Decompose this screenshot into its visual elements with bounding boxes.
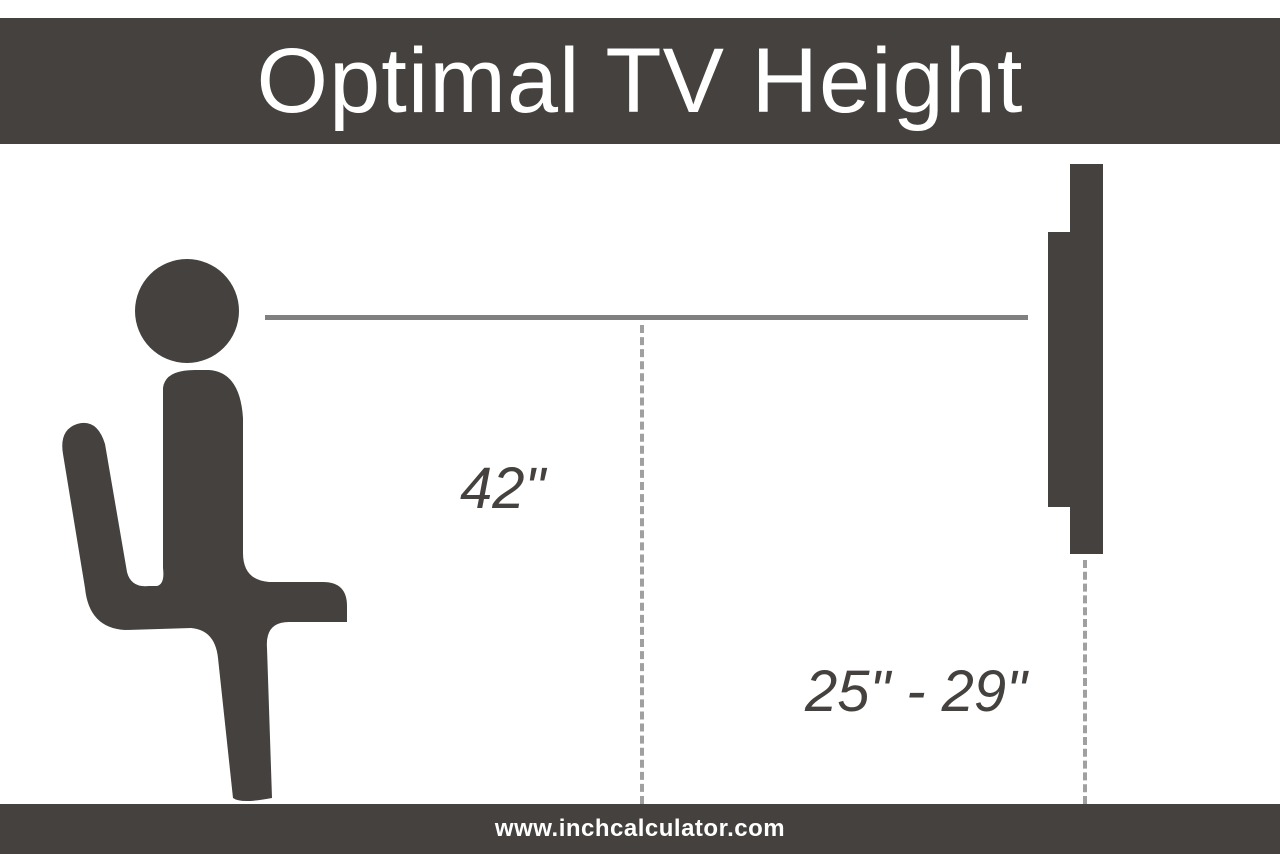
footer-bar: www.inchcalculator.com <box>0 804 1280 854</box>
seated-person-icon <box>45 258 365 808</box>
sight-line <box>265 315 1028 320</box>
page-title: Optimal TV Height <box>257 29 1024 134</box>
footer-url: www.inchcalculator.com <box>495 815 785 843</box>
tv-screen-icon <box>1048 232 1070 507</box>
tv-mount-icon <box>1070 164 1103 554</box>
diagram-area: 42" 25" - 29" <box>0 150 1280 804</box>
header-bar: Optimal TV Height <box>0 18 1280 144</box>
tv-height-dashed-line <box>1083 560 1087 804</box>
eye-height-label: 42" <box>460 455 545 522</box>
tv-height-label: 25" - 29" <box>805 658 1027 725</box>
eye-height-dashed-line <box>640 325 644 804</box>
